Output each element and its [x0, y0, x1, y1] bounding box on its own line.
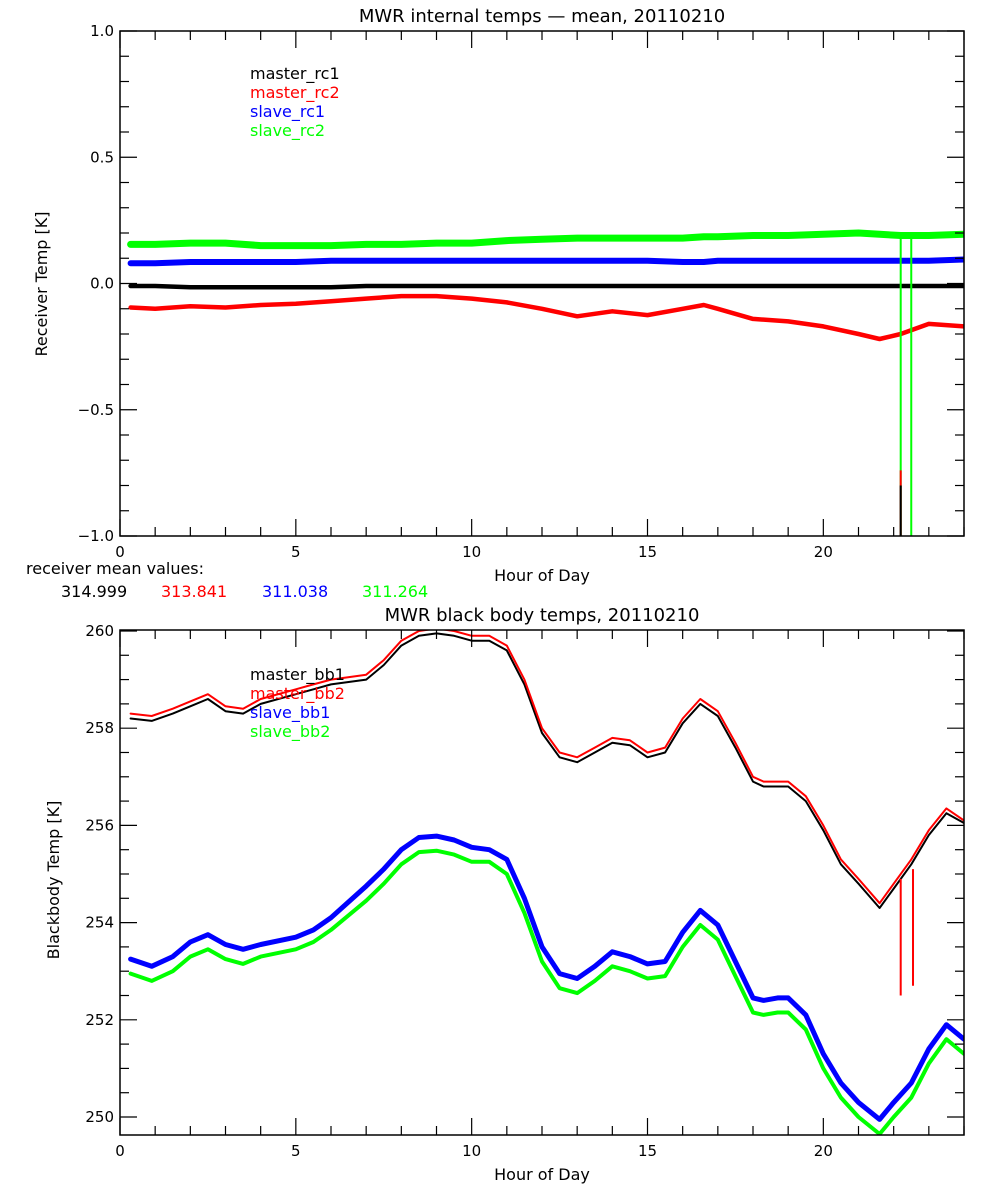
y-tick-label: 1.0	[90, 22, 114, 40]
x-tick-label: 0	[115, 543, 125, 561]
y-tick-label: 252	[85, 1011, 114, 1029]
y-tick-label: 256	[85, 816, 114, 834]
y-tick-label: 258	[85, 719, 114, 737]
legend-entry-slave-rc1: slave_rc1	[250, 102, 325, 122]
receiver-temp-chart: MWR internal temps — mean, 20110210 0 5 10…	[26, 6, 965, 601]
blackbody-temp-chart: MWR black body temps, 20110210 0 5 10 15 20 …	[44, 605, 965, 1184]
series-line-master-rc1	[128, 283, 964, 290]
y-tick-label: −0.5	[78, 401, 114, 419]
x-tick-labels: 0 5 10 15 20	[115, 543, 833, 561]
series-line-slave-bb2	[128, 848, 964, 1135]
series-line-slave-rc2	[127, 229, 964, 250]
receiver-mean-value: 311.264	[362, 582, 428, 601]
series-line-slave-bb1	[128, 833, 964, 1122]
y-tick-label: 260	[85, 622, 114, 640]
receiver-mean-value: 311.038	[262, 582, 328, 601]
legend-entry-slave-rc2: slave_rc2	[250, 121, 325, 141]
x-tick-label: 15	[638, 1142, 657, 1160]
y-tick-label: 254	[85, 914, 114, 932]
x-tick-labels: 0 5 10 15 20	[115, 1142, 833, 1160]
receiver-mean-value: 314.999	[61, 582, 127, 601]
axis-ticks	[119, 30, 965, 537]
plot-frame	[119, 30, 965, 537]
chart-title: MWR black body temps, 20110210	[385, 605, 700, 626]
y-tick-label: 0.0	[90, 275, 114, 293]
x-tick-label: 5	[291, 543, 301, 561]
legend-entry-master-bb2: master_bb2	[250, 684, 345, 704]
series-line-master-bb2	[129, 630, 964, 905]
x-tick-label: 20	[814, 543, 833, 561]
y-axis-label: Blackbody Temp [K]	[44, 801, 63, 960]
chart-title: MWR internal temps — mean, 20110210	[359, 6, 725, 27]
y-axis-label: Receiver Temp [K]	[32, 211, 51, 356]
y-tick-labels: −1.0 −0.5 0.0 0.5 1.0	[78, 22, 114, 545]
x-tick-label: 5	[291, 1142, 301, 1160]
plot-lines	[128, 630, 964, 1135]
x-tick-label: 15	[638, 543, 657, 561]
y-tick-label: 0.5	[90, 148, 114, 166]
plot-lines	[127, 229, 964, 536]
x-tick-label: 10	[462, 543, 481, 561]
series-line-slave-rc1	[127, 256, 964, 267]
receiver-mean-values-label: receiver mean values:	[26, 559, 204, 578]
series-line-master-rc2	[128, 293, 964, 342]
axis-ticks	[119, 630, 965, 1135]
legend-entry-slave-bb2: slave_bb2	[250, 722, 330, 742]
legend-entry-master-rc2: master_rc2	[250, 83, 340, 103]
y-tick-label: −1.0	[78, 527, 114, 545]
series-line-master-bb1	[129, 632, 964, 909]
y-tick-labels: 250 252 254 256 258 260	[85, 622, 114, 1126]
x-axis-label: Hour of Day	[494, 1165, 590, 1184]
legend-entry-master-bb1: master_bb1	[250, 665, 345, 685]
receiver-mean-value: 313.841	[161, 582, 227, 601]
x-tick-label: 20	[814, 1142, 833, 1160]
receiver-mean-values: 314.999 313.841 311.038 311.264	[61, 582, 428, 601]
legend-entry-master-rc1: master_rc1	[250, 64, 340, 84]
y-tick-label: 250	[85, 1108, 114, 1126]
legend-entry-slave-bb1: slave_bb1	[250, 703, 330, 723]
x-tick-label: 0	[115, 1142, 125, 1160]
x-tick-label: 10	[462, 1142, 481, 1160]
x-axis-label: Hour of Day	[494, 566, 590, 585]
